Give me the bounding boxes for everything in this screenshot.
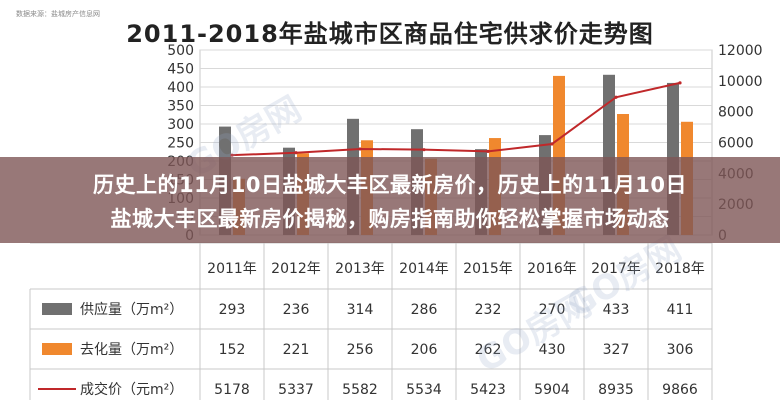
table-cell: 9866 [662, 382, 698, 398]
line-point [294, 151, 298, 155]
table-cell: 411 [667, 302, 694, 318]
y-left-tick-label: 250 [167, 136, 194, 152]
table-cell: 5904 [534, 382, 570, 398]
headline-line-2: 盐城大丰区最新房价揭秘，购房指南助你轻松掌握市场动态 [110, 207, 670, 231]
x-tick-label: 2015年 [463, 261, 513, 277]
y-right-tick-label: 8000 [718, 105, 754, 121]
line-point [614, 95, 618, 99]
table-cell: 286 [411, 302, 438, 318]
line-point [422, 148, 426, 152]
x-tick-label: 2012年 [271, 261, 321, 277]
legend-label: 去化量（万m²） [80, 342, 183, 358]
table-cell: 270 [539, 302, 566, 318]
legend-swatch [42, 303, 72, 315]
y-left-tick-label: 450 [167, 62, 194, 78]
table-cell: 8935 [598, 382, 634, 398]
line-point [550, 142, 554, 146]
legend-swatch [42, 343, 72, 355]
table-cell: 306 [667, 342, 694, 358]
x-tick-label: 2011年 [207, 261, 257, 277]
x-tick-label: 2018年 [655, 261, 705, 277]
legend-label: 成交价（元m²） [80, 381, 183, 398]
table-cell: 152 [219, 342, 246, 358]
line-point [678, 81, 682, 85]
headline-banner: 历史上的11月10日盐城大丰区最新房价，历史上的11月10日 盐城大丰区最新房价… [0, 157, 780, 243]
table-cell: 232 [475, 302, 502, 318]
table-cell: 5423 [470, 382, 506, 398]
table-cell: 433 [603, 302, 630, 318]
source-label: 数据来源：盐城房产信息网 [16, 10, 100, 18]
y-left-tick-label: 300 [167, 117, 194, 133]
table-cell: 256 [347, 342, 374, 358]
x-tick-label: 2014年 [399, 261, 449, 277]
table-cell: 293 [219, 302, 246, 318]
y-right-tick-label: 6000 [718, 136, 754, 152]
table-cell: 221 [283, 342, 310, 358]
table-cell: 430 [539, 342, 566, 358]
table-cell: 262 [475, 342, 502, 358]
table-cell: 327 [603, 342, 630, 358]
table-cell: 236 [283, 302, 310, 318]
line-point [486, 149, 490, 153]
table-cell: 314 [347, 302, 374, 318]
table-cell: 5178 [214, 382, 250, 398]
x-tick-label: 2016年 [527, 261, 577, 277]
table-cell: 206 [411, 342, 438, 358]
line-point [358, 147, 362, 151]
x-tick-label: 2013年 [335, 261, 385, 277]
y-right-tick-label: 12000 [718, 43, 763, 59]
y-right-tick-label: 10000 [718, 74, 763, 90]
price-line [231, 81, 681, 157]
table-cell: 5582 [342, 382, 378, 398]
headline-line-1: 历史上的11月10日盐城大丰区最新房价，历史上的11月10日 [93, 173, 687, 197]
x-tick-label: 2017年 [591, 261, 641, 277]
legend-label: 供应量（万m²） [80, 301, 183, 318]
y-left-tick-label: 350 [167, 99, 194, 115]
y-left-tick-label: 400 [167, 80, 194, 96]
table-cell: 5534 [406, 382, 442, 398]
chart-title: 2011-2018年盐城市区商品住宅供求价走势图 [126, 20, 654, 48]
y-left-tick-label: 500 [167, 43, 194, 59]
line-point [230, 153, 234, 157]
table-cell: 5337 [278, 382, 314, 398]
